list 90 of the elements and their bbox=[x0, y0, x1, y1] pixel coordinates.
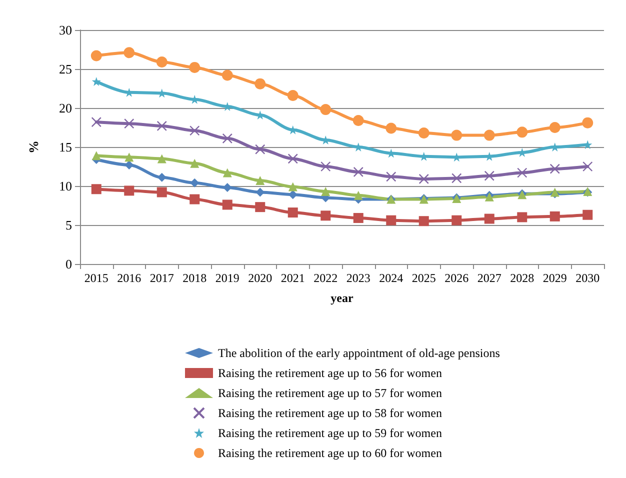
point bbox=[156, 187, 167, 198]
x-tick-label: 2021 bbox=[280, 271, 305, 285]
point bbox=[190, 158, 200, 168]
point bbox=[320, 161, 331, 172]
point bbox=[156, 56, 168, 68]
point bbox=[452, 215, 462, 226]
x-tick-label: 2015 bbox=[84, 271, 108, 285]
y-tick-label: 10 bbox=[59, 178, 72, 194]
point bbox=[92, 151, 101, 160]
y-tick-label: 20 bbox=[59, 100, 72, 116]
point bbox=[222, 168, 232, 178]
y-tick-label: 25 bbox=[59, 62, 72, 76]
point bbox=[451, 130, 462, 141]
point bbox=[353, 212, 364, 223]
point bbox=[386, 172, 396, 182]
point bbox=[549, 122, 560, 133]
x-tick-label: 2018 bbox=[182, 271, 207, 285]
x-tick-label: 2023 bbox=[346, 271, 370, 285]
x-axis-title: year bbox=[330, 291, 354, 305]
x-tick-label: 2019 bbox=[215, 271, 240, 285]
point bbox=[91, 116, 102, 128]
y-tick-label: 5 bbox=[66, 218, 72, 232]
y-tick-label: 30 bbox=[59, 22, 72, 38]
point bbox=[288, 154, 298, 164]
point bbox=[256, 176, 265, 186]
point bbox=[222, 133, 232, 144]
point bbox=[484, 214, 494, 224]
point bbox=[516, 126, 528, 138]
point bbox=[354, 190, 363, 200]
point bbox=[582, 117, 594, 128]
point bbox=[320, 210, 331, 221]
point bbox=[550, 164, 560, 174]
point bbox=[386, 215, 396, 226]
point bbox=[320, 104, 332, 116]
x-tick-label: 2022 bbox=[314, 271, 338, 285]
x-tick-label: 2026 bbox=[444, 271, 469, 285]
point bbox=[582, 161, 593, 172]
point bbox=[254, 78, 266, 90]
x-tick-label: 2025 bbox=[412, 271, 436, 285]
y-tick-label: 0 bbox=[66, 256, 72, 272]
x-tick-label: 2027 bbox=[477, 271, 502, 285]
point bbox=[550, 211, 560, 222]
legend-label: Raising the retirement age up to 56 for women bbox=[218, 366, 442, 380]
legend-label: Raising the retirement age up to 60 for women bbox=[218, 446, 442, 460]
point bbox=[288, 208, 298, 218]
point bbox=[517, 168, 528, 178]
y-axis-title: % bbox=[26, 140, 41, 154]
point bbox=[124, 152, 134, 162]
point bbox=[418, 174, 429, 184]
point bbox=[353, 166, 364, 178]
point bbox=[92, 76, 101, 86]
point bbox=[90, 50, 102, 62]
legend-label: The abolition of the early appointment of old-age pensions bbox=[218, 346, 500, 360]
point bbox=[124, 47, 135, 58]
point bbox=[418, 127, 430, 138]
point bbox=[288, 182, 298, 192]
x-tick-label: 2017 bbox=[150, 271, 174, 285]
point bbox=[321, 186, 330, 196]
point bbox=[484, 130, 495, 141]
point bbox=[352, 114, 364, 126]
x-tick-label: 2024 bbox=[379, 271, 404, 285]
point bbox=[156, 120, 167, 132]
point bbox=[222, 200, 232, 210]
point bbox=[255, 202, 266, 212]
x-tick-label: 2030 bbox=[576, 271, 600, 285]
point bbox=[517, 212, 528, 222]
point bbox=[157, 172, 166, 182]
legend-label: Raising the retirement age up to 59 for women bbox=[218, 426, 442, 440]
point bbox=[255, 144, 266, 154]
point bbox=[484, 170, 494, 181]
x-tick-label: 2020 bbox=[248, 271, 272, 285]
point bbox=[91, 184, 102, 194]
point bbox=[190, 194, 200, 204]
point bbox=[124, 186, 134, 196]
point bbox=[287, 90, 298, 102]
point bbox=[222, 70, 233, 81]
point bbox=[418, 216, 429, 226]
point bbox=[452, 173, 462, 184]
point bbox=[157, 154, 166, 164]
point bbox=[124, 118, 134, 129]
legend-label: Raising the retirement age up to 58 for women bbox=[218, 406, 442, 420]
x-tick-label: 2016 bbox=[117, 271, 142, 285]
x-tick-label: 2029 bbox=[542, 271, 567, 285]
point bbox=[189, 62, 200, 73]
legend-label: Raising the retirement age up to 57 for women bbox=[218, 386, 442, 400]
y-tick-label: 15 bbox=[59, 140, 72, 154]
point bbox=[190, 126, 200, 136]
point bbox=[582, 210, 593, 220]
x-tick-label: 2028 bbox=[510, 271, 534, 285]
point bbox=[386, 122, 397, 134]
